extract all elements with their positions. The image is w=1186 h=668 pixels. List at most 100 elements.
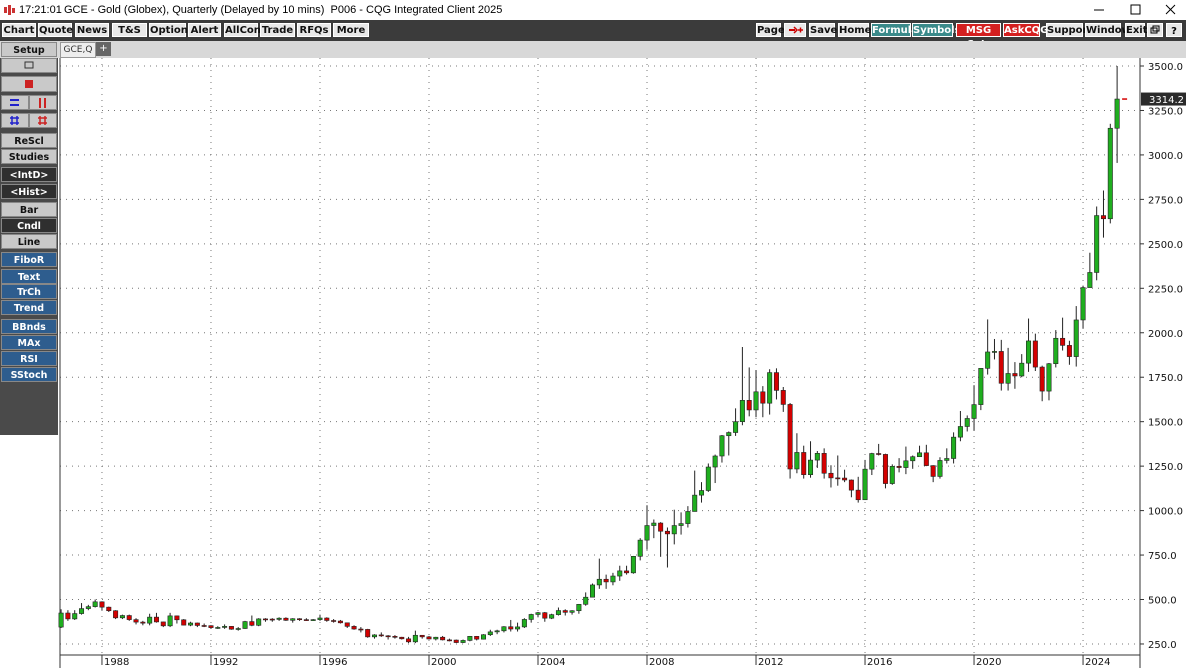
side-button[interactable]: <IntD> bbox=[1, 167, 57, 182]
candle-body bbox=[712, 455, 718, 468]
toolbar-button[interactable]: AskCQG bbox=[1003, 23, 1049, 37]
toolbar-button[interactable]: Options bbox=[149, 23, 194, 37]
y-tick-label: 1500.0 bbox=[1148, 418, 1183, 429]
x-tick-label: 1992 bbox=[213, 657, 238, 668]
side-button[interactable]: TrCh bbox=[1, 284, 57, 299]
toolbar-button[interactable]: Window bbox=[1085, 23, 1131, 37]
setup-button[interactable]: Setup bbox=[1, 42, 57, 57]
candle-body bbox=[808, 459, 814, 475]
toolbar-button[interactable]: News bbox=[75, 23, 109, 37]
toolbar-button[interactable]: MSG Cntr bbox=[956, 23, 1001, 50]
y-tick-label: 2000.0 bbox=[1148, 329, 1183, 340]
side-button[interactable]: SStoch bbox=[1, 367, 57, 382]
toolbar-button[interactable]: Symbols bbox=[912, 23, 961, 37]
candle-body bbox=[964, 418, 970, 427]
candle-body bbox=[1039, 366, 1045, 392]
side-button[interactable]: RSI bbox=[1, 351, 57, 366]
candle-body bbox=[501, 626, 507, 632]
candle-body bbox=[1012, 373, 1018, 377]
window-buttons[interactable]: ? bbox=[1147, 23, 1185, 37]
symbol-tab[interactable]: GCE,Q bbox=[60, 42, 96, 58]
icon-buttons[interactable] bbox=[1, 58, 57, 130]
candle-body bbox=[896, 466, 902, 468]
candle-body bbox=[944, 458, 950, 461]
candle-body bbox=[814, 453, 820, 461]
last-price-label: 3314.2 bbox=[1149, 95, 1184, 106]
y-tick-label: 3000.0 bbox=[1148, 151, 1183, 162]
toolbar-button[interactable]: RFQs bbox=[297, 23, 331, 37]
candle-body bbox=[65, 612, 71, 620]
candle-body bbox=[494, 630, 500, 633]
toolbar-button[interactable]: Chart bbox=[2, 23, 36, 37]
side-button[interactable]: ReScl bbox=[1, 133, 57, 148]
candle-body bbox=[1087, 272, 1093, 288]
candle-body bbox=[1032, 340, 1038, 368]
candle-body bbox=[644, 525, 650, 541]
candle-body bbox=[671, 525, 677, 535]
candle-body bbox=[160, 621, 166, 627]
y-tick-label: 3500.0 bbox=[1148, 62, 1183, 73]
svg-text:?: ? bbox=[1171, 26, 1177, 37]
toolbar-button[interactable]: Exit bbox=[1125, 23, 1148, 37]
candle-body bbox=[222, 626, 228, 628]
x-tick-label: 1988 bbox=[104, 657, 129, 668]
candle-body bbox=[249, 621, 255, 626]
clock: 17:21:01 bbox=[19, 4, 62, 16]
candle-body bbox=[290, 618, 296, 621]
x-tick-label: 2008 bbox=[649, 657, 674, 668]
toolbar-button[interactable]: Trade bbox=[260, 23, 295, 37]
candle-body bbox=[991, 351, 997, 353]
add-tab[interactable]: + bbox=[96, 42, 111, 56]
candle-body bbox=[365, 629, 371, 638]
candle-body bbox=[835, 477, 841, 480]
candle-body bbox=[378, 634, 384, 637]
side-button[interactable]: Text bbox=[1, 269, 57, 284]
side-button[interactable]: Cndl bbox=[1, 218, 57, 233]
candle-body bbox=[1114, 98, 1120, 129]
candle-body bbox=[215, 627, 221, 629]
candle-body bbox=[256, 618, 262, 626]
candle-body bbox=[119, 615, 125, 619]
candle-body bbox=[317, 617, 323, 620]
candle-body bbox=[869, 453, 875, 470]
candle-body bbox=[828, 472, 834, 479]
side-button[interactable]: Line bbox=[1, 234, 57, 249]
candle-body bbox=[399, 636, 405, 640]
side-button[interactable]: BBnds bbox=[1, 319, 57, 334]
x-tick-label: 2024 bbox=[1085, 657, 1110, 668]
window-title: GCE - Gold (Globex), Quarterly (Delayed … bbox=[64, 4, 503, 16]
candle-body bbox=[344, 622, 350, 627]
link-button[interactable] bbox=[784, 23, 806, 37]
candle-body bbox=[521, 619, 527, 628]
toolbar-button[interactable]: Home bbox=[838, 23, 872, 37]
candle-body bbox=[951, 436, 957, 459]
candle-body bbox=[889, 466, 895, 484]
y-tick-label: 2500.0 bbox=[1148, 240, 1183, 251]
y-tick-label: 750.0 bbox=[1148, 551, 1177, 562]
side-button[interactable]: FiboR bbox=[1, 252, 57, 267]
side-button[interactable]: <Hist> bbox=[1, 184, 57, 199]
candle-body bbox=[310, 619, 316, 621]
toolbar-button[interactable]: AllCon bbox=[224, 23, 261, 37]
last-price-box bbox=[1141, 92, 1186, 106]
toolbar-button[interactable]: Save bbox=[809, 23, 838, 37]
toolbar-button[interactable]: T&S bbox=[112, 23, 147, 37]
toolbar-button[interactable]: Quote bbox=[38, 23, 74, 37]
side-button[interactable]: Studies bbox=[1, 149, 57, 164]
toolbar-button[interactable]: Support bbox=[1046, 23, 1093, 37]
y-tick-label: 3250.0 bbox=[1148, 106, 1183, 117]
side-button[interactable]: MAx bbox=[1, 335, 57, 350]
candle-body bbox=[460, 640, 466, 643]
side-button[interactable]: Bar bbox=[1, 202, 57, 217]
candle-body bbox=[726, 432, 732, 437]
toolbar-button[interactable]: Alert bbox=[188, 23, 221, 37]
side-button[interactable]: Trend bbox=[1, 300, 57, 315]
toolbar-button[interactable]: More bbox=[333, 23, 369, 37]
candle-body bbox=[624, 570, 630, 574]
window-controls[interactable] bbox=[1090, 0, 1186, 20]
toolbar-button[interactable]: Page bbox=[756, 23, 785, 37]
toolbar-button[interactable]: Formula bbox=[871, 23, 918, 37]
candle-body bbox=[719, 435, 725, 457]
candle-body bbox=[1046, 363, 1052, 392]
